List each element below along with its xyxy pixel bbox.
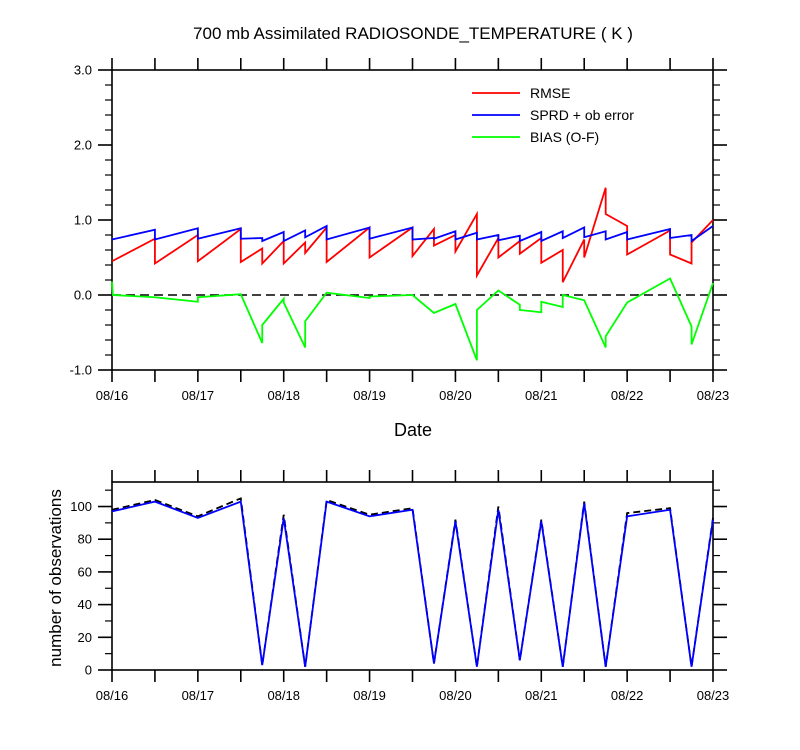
x-tick-label: 08/21 bbox=[525, 388, 558, 403]
x-tick-label: 08/19 bbox=[353, 688, 386, 703]
y-tick-label: 0 bbox=[85, 663, 92, 678]
y-tick-label: 3.0 bbox=[74, 63, 92, 78]
y-tick-label: 60 bbox=[78, 564, 92, 579]
x-tick-label: 08/17 bbox=[182, 388, 215, 403]
x-tick-label: 08/20 bbox=[439, 688, 472, 703]
series-line-sprd-ob-error bbox=[111, 224, 714, 243]
x-tick-label: 08/20 bbox=[439, 388, 472, 403]
x-tick-label: 08/18 bbox=[267, 688, 300, 703]
y-tick-label: 2.0 bbox=[74, 138, 92, 153]
x-tick-label: 08/22 bbox=[611, 388, 644, 403]
x-tick-label: 08/18 bbox=[267, 388, 300, 403]
legend-label-rmse: RMSE bbox=[530, 85, 570, 101]
series-line-observations-possible bbox=[111, 497, 714, 667]
y-tick-label: -1.0 bbox=[70, 363, 92, 378]
chart-title: 700 mb Assimilated RADIOSONDE_TEMPERATUR… bbox=[193, 24, 633, 43]
y-axis-label-observations: number of observations bbox=[46, 489, 65, 667]
y-tick-label: 20 bbox=[78, 630, 92, 645]
observations-panel: 08/16 08/17 08/18 08/19 08/20 08/21 08/22 08/23… bbox=[70, 470, 729, 703]
x-tick-label: 08/23 bbox=[697, 388, 730, 403]
legend-label-bias-o-f: BIAS (O-F) bbox=[530, 129, 599, 145]
x-tick-label: 08/23 bbox=[697, 688, 730, 703]
legend-label-sprd-ob-error: SPRD + ob error bbox=[530, 107, 634, 123]
x-tick-label: 08/22 bbox=[611, 688, 644, 703]
x-axis-label: Date bbox=[394, 420, 432, 440]
x-tick-label: 08/16 bbox=[96, 388, 129, 403]
x-tick-label: 08/17 bbox=[182, 688, 215, 703]
y-tick-label: 40 bbox=[78, 597, 92, 612]
x-tick-label: 08/19 bbox=[353, 388, 386, 403]
y-tick-label: 80 bbox=[78, 532, 92, 547]
series-line-rmse bbox=[111, 187, 714, 283]
series-line-bias-o-f bbox=[111, 277, 714, 361]
series-line-observations-assimilated bbox=[111, 500, 714, 667]
y-tick-label: 100 bbox=[70, 499, 92, 514]
rmse-panel: 08/16 08/17 08/18 08/19 08/20 08/21 08/22 08/23… bbox=[70, 58, 730, 403]
y-tick-label: 1.0 bbox=[74, 213, 92, 228]
y-tick-label: 0.0 bbox=[74, 288, 92, 303]
x-tick-label: 08/21 bbox=[525, 688, 558, 703]
x-tick-label: 08/16 bbox=[96, 688, 129, 703]
